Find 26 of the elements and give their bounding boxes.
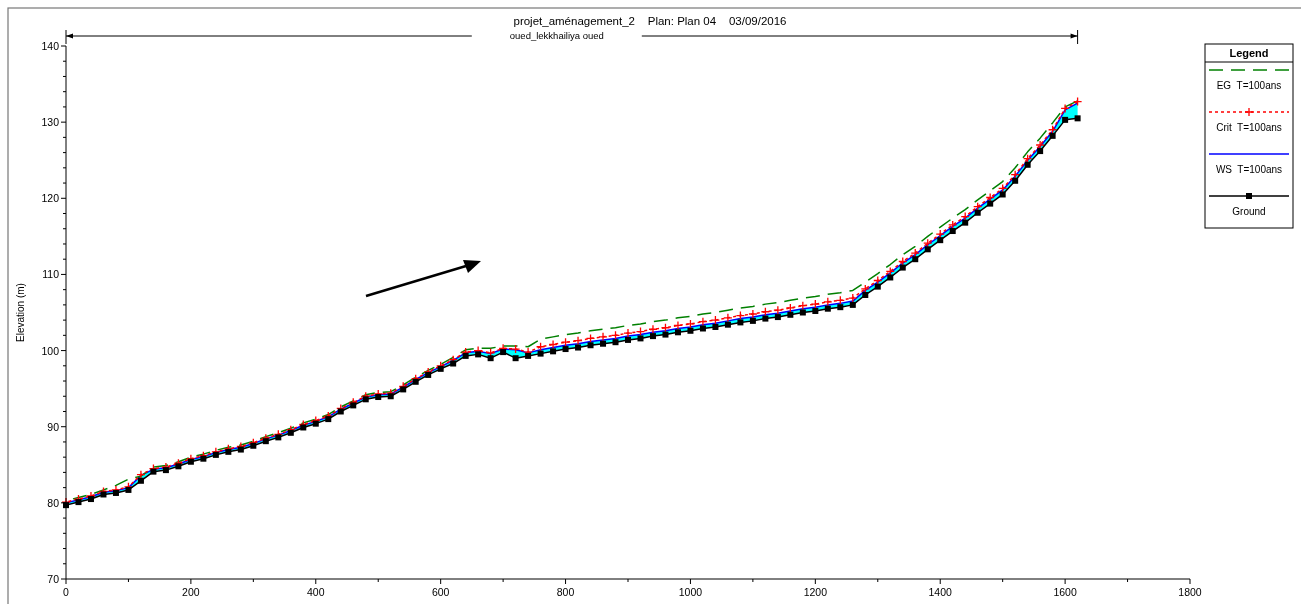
text: oued_lekkhailiya oued xyxy=(509,30,604,41)
y-tick-label: 120 xyxy=(41,192,60,205)
y-tick-label: 90 xyxy=(47,420,60,433)
text: EG T=100ans xyxy=(1216,80,1282,91)
y-axis-title: Elevation (m) xyxy=(15,283,26,342)
x-tick-label: 1600 xyxy=(1053,586,1077,598)
y-tick-label: 70 xyxy=(47,573,60,585)
text: WS T=100ans xyxy=(1215,164,1283,175)
y-tick-label: 100 xyxy=(41,344,60,357)
y-tick-label: 140 xyxy=(41,40,60,52)
legend-label: Crit T=100ans xyxy=(1216,122,1282,133)
x-tick-label: 1200 xyxy=(803,586,828,598)
y-tick-label: 130 xyxy=(41,116,60,129)
y-tick-label: 80 xyxy=(47,496,60,509)
x-tick-label: 1400 xyxy=(928,586,953,598)
x-tick-label: 1000 xyxy=(678,586,703,598)
chart-title: projet_aménagement_2 Plan: Plan 04 03/09/2016 xyxy=(513,15,787,27)
legend-label: Ground xyxy=(1232,206,1266,217)
y-tick-label: 110 xyxy=(42,268,60,281)
x-tick-label: 400 xyxy=(307,586,325,598)
x-tick-label: 0 xyxy=(63,586,70,598)
x-tick-label: 800 xyxy=(556,586,575,598)
x-tick-label: 1800 xyxy=(1178,586,1202,598)
x-tick-label: 200 xyxy=(182,586,200,598)
x-tick-label: 600 xyxy=(431,586,450,598)
legend-title: Legend xyxy=(1229,47,1269,59)
